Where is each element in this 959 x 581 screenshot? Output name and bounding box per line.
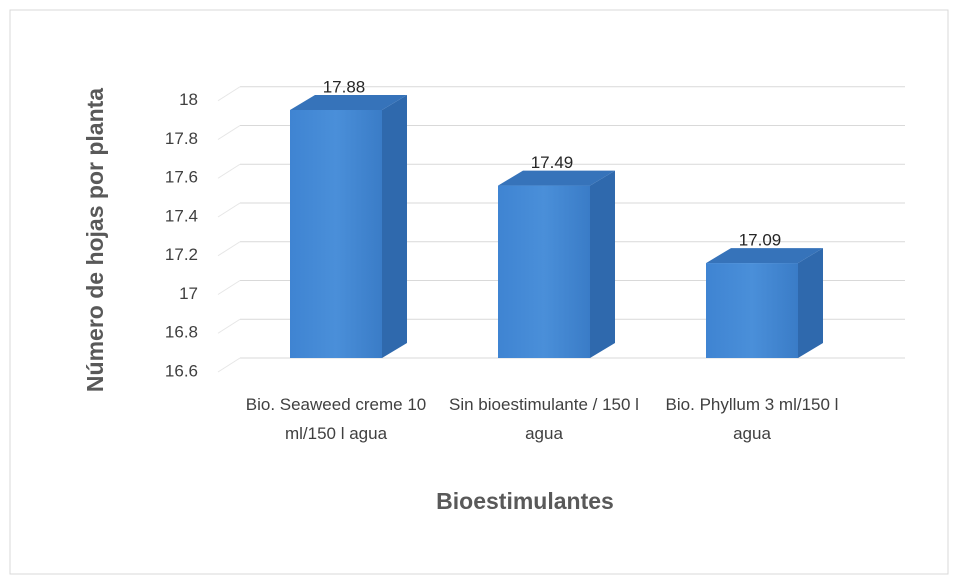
- grid-line-side: [217, 357, 241, 373]
- x-tick-label: Bio. Seaweed creme 10 ml/150 l agua: [245, 395, 427, 443]
- y-tick-label: 16.8: [165, 323, 198, 342]
- y-tick-label: 18: [179, 90, 198, 109]
- y-tick-label: 17.6: [165, 168, 198, 187]
- y-tick-label: 17.4: [165, 206, 198, 225]
- grid-line-side: [217, 125, 241, 140]
- x-tick-label: Bio. Phyllum 3 ml/150 l agua: [665, 395, 839, 443]
- grid-line-side: [217, 202, 241, 218]
- y-tick-label: 16.6: [165, 361, 198, 380]
- value-label: 17.49: [531, 153, 574, 172]
- bar-top: [290, 95, 407, 110]
- x-axis-title: Bioestimulantes: [436, 488, 614, 514]
- grid-line-side: [217, 163, 241, 179]
- grid-line-side: [217, 241, 241, 257]
- y-axis-title: Número de hojas por planta: [82, 88, 108, 392]
- bar-top: [498, 170, 615, 186]
- value-label: 17.88: [323, 77, 366, 96]
- bar: [290, 110, 382, 358]
- bar-top: [706, 248, 823, 264]
- grid-line-side: [217, 318, 241, 334]
- y-tick-label: 17.2: [165, 245, 198, 264]
- bar-side: [382, 95, 407, 358]
- bar: [706, 263, 798, 358]
- y-tick-label: 17: [179, 284, 198, 303]
- bar: [498, 185, 590, 358]
- grid-line-side: [217, 280, 241, 295]
- y-tick-label: 17.8: [165, 129, 198, 148]
- bar-side: [798, 248, 823, 358]
- bar-side: [590, 170, 615, 358]
- x-tick-label: Sin bioestimulante / 150 l agua: [449, 395, 639, 443]
- grid-line-side: [217, 86, 241, 102]
- value-label: 17.09: [739, 231, 782, 250]
